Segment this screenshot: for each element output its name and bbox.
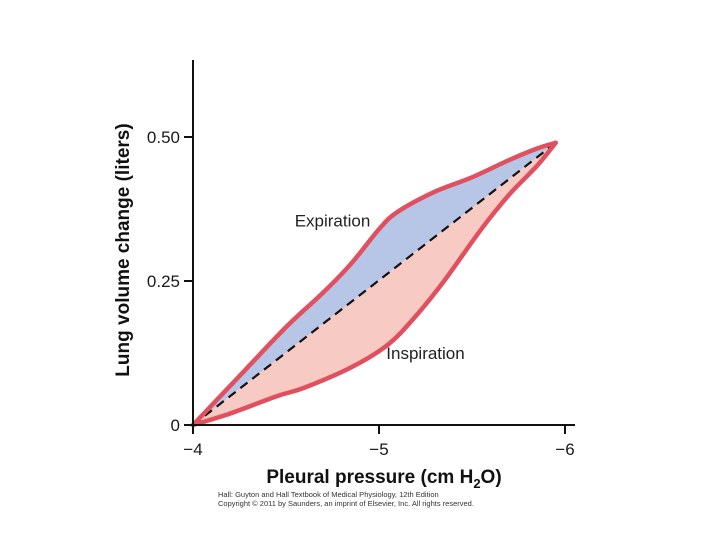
- credit-line-2: Copyright © 2011 by Saunders, an imprint…: [218, 499, 474, 508]
- annotation-expiration: Expiration: [295, 211, 371, 230]
- inspiration-curve: [190, 140, 558, 428]
- y-tick-label: 0.25: [147, 272, 180, 291]
- credit-line-1: Hall: Guyton and Hall Textbook of Medica…: [218, 490, 439, 499]
- x-axis-title: Pleural pressure (cm H2O): [266, 467, 501, 491]
- y-tick-label: 0: [171, 416, 180, 435]
- annotation-inspiration: Inspiration: [386, 344, 464, 363]
- y-tick-label: 0.50: [147, 128, 180, 147]
- x-tick-label: −6: [555, 440, 574, 459]
- expiration-area: [193, 142, 556, 426]
- axes: 0 0.25 0.50 −4 −5 −6: [147, 60, 575, 459]
- expiration-curve: [190, 140, 558, 428]
- x-tick-label: −5: [369, 440, 388, 459]
- y-axis-title: Lung volume change (liters): [113, 123, 134, 376]
- line-layer: [190, 140, 558, 428]
- copyright-credit: Hall: Guyton and Hall Textbook of Medica…: [218, 490, 474, 508]
- x-tick-label: −4: [183, 440, 202, 459]
- labels-layer: Expiration Inspiration: [295, 211, 465, 362]
- compliance-dashed-line: [192, 141, 557, 426]
